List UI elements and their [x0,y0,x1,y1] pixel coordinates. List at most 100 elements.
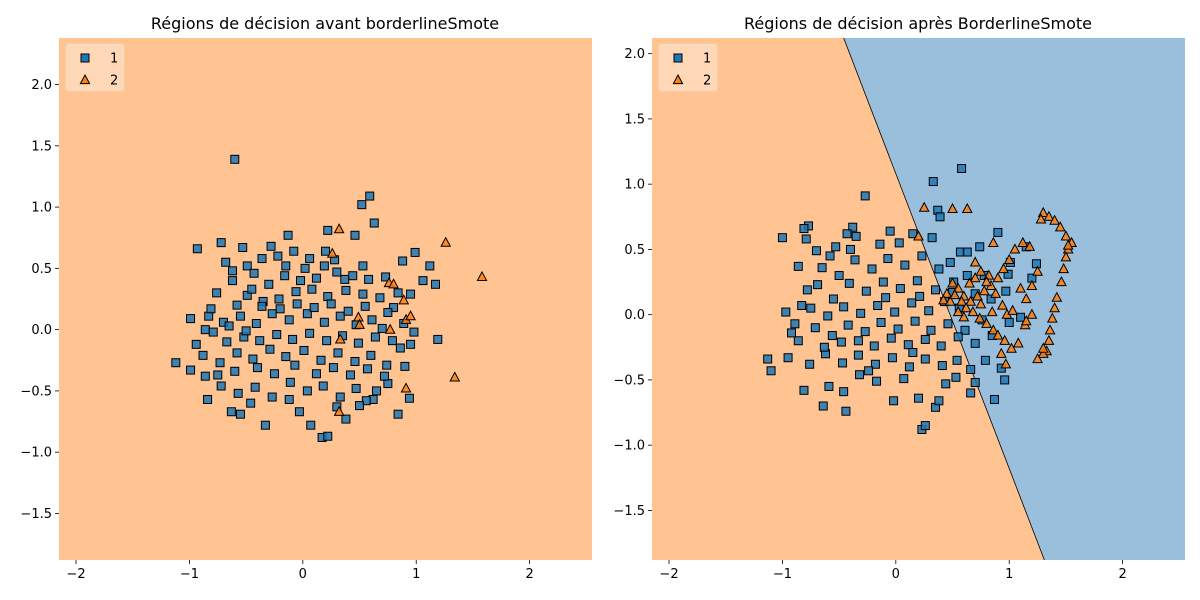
data-point-class-2 [400,382,412,393]
data-point-class-2 [388,278,399,289]
data-point-class-1 [212,288,222,298]
data-point-class-1 [838,358,848,368]
data-point-class-1 [885,226,895,236]
data-point-class-1 [786,328,796,338]
data-point-class-1 [257,301,267,311]
data-point-class-1 [904,362,914,372]
data-point-class-2 [981,317,992,328]
data-point-class-1 [953,332,963,342]
data-point-class-1 [323,292,333,302]
data-point-class-1 [272,330,282,340]
legend: 1 2 [65,43,125,92]
data-point-class-1 [873,301,883,311]
data-point-class-2 [1049,214,1061,225]
data-point-class-1 [204,311,214,321]
data-point-class-1 [937,361,947,371]
data-point-class-1 [844,278,854,288]
data-point-class-1 [228,276,238,286]
data-point-class-1 [357,200,367,210]
x-tick-label: −1 [773,567,792,582]
y-tick-label: −1.5 [20,507,52,522]
data-point-class-1 [841,406,851,416]
data-point-class-1 [860,327,870,337]
data-point-class-1 [839,302,849,312]
data-point-class-1 [811,246,821,256]
data-point-class-1 [215,358,225,368]
data-point-class-1 [851,231,861,241]
data-point-class-1 [881,293,891,303]
data-point-class-1 [319,261,329,271]
data-point-class-1 [855,370,865,380]
y-tick-label: 1.5 [624,112,645,127]
data-point-class-1 [242,290,252,300]
data-point-class-1 [275,304,285,314]
data-point-class-1 [853,336,863,346]
y-tick-label: −0.5 [613,373,645,388]
data-point-class-1 [966,364,976,374]
data-point-class-1 [307,284,317,294]
data-point-class-1 [251,319,261,329]
data-point-class-1 [335,392,345,402]
data-point-class-2 [449,371,461,382]
legend-entry: 2 [672,74,711,89]
data-point-class-1 [305,328,315,338]
data-point-class-2 [952,282,964,293]
data-point-class-1 [970,378,980,388]
data-point-class-1 [943,319,953,329]
data-point-class-1 [993,227,1003,237]
data-point-class-1 [343,306,353,316]
data-point-class-2 [1020,315,1032,326]
region-class-1 [843,38,1185,560]
data-point-class-1 [1003,269,1013,279]
x-tick-label: 1 [412,567,420,582]
data-point-class-1 [889,396,899,406]
data-point-class-1 [899,374,909,384]
data-point-class-1 [864,366,874,376]
data-point-class-1 [1004,317,1014,327]
legend-entry: 1 [80,52,118,67]
x-axis: −2 −1 0 1 2 [66,560,534,582]
data-point-class-2 [476,270,488,282]
data-point-class-1 [366,350,376,360]
data-point-class-2 [1049,302,1061,313]
y-tick-label: 1.0 [31,201,52,216]
y-tick-label: 0.0 [624,308,645,323]
y-tick-label: 1.5 [31,139,52,154]
data-point-class-1 [281,352,291,362]
data-point-class-1 [406,289,416,299]
data-point-class-1 [915,291,925,301]
data-point-class-1 [274,294,284,304]
data-point-class-2 [969,272,981,283]
data-point-class-2 [1035,213,1047,224]
data-point-class-1 [192,244,202,254]
data-point-class-1 [410,247,420,257]
data-point-class-1 [805,359,815,369]
data-point-class-1 [360,301,370,311]
data-point-class-1 [1031,259,1041,269]
data-point-class-1 [305,254,315,264]
data-point-class-1 [208,327,218,337]
data-point-class-1 [341,285,351,295]
data-point-class-1 [281,261,291,271]
data-point-class-1 [200,325,210,335]
data-point-class-1 [409,327,419,337]
data-point-class-1 [875,239,885,249]
square-marker-icon [673,53,683,63]
data-point-class-1 [200,371,210,381]
data-point-class-1 [232,300,242,310]
data-point-class-1 [783,353,793,363]
data-point-class-1 [213,370,223,380]
data-point-class-1 [819,342,829,352]
data-point-class-1 [246,398,256,408]
data-point-class-1 [895,284,905,294]
data-point-class-1 [292,299,302,309]
data-point-class-2 [1000,358,1012,369]
data-point-class-1 [216,381,226,391]
data-point-class-1 [903,340,913,350]
data-point-class-1 [235,311,245,321]
data-point-class-1 [797,301,807,311]
data-point-class-1 [886,333,896,343]
data-point-class-2 [354,318,365,329]
data-point-class-1 [393,288,403,298]
data-point-class-1 [975,242,985,252]
